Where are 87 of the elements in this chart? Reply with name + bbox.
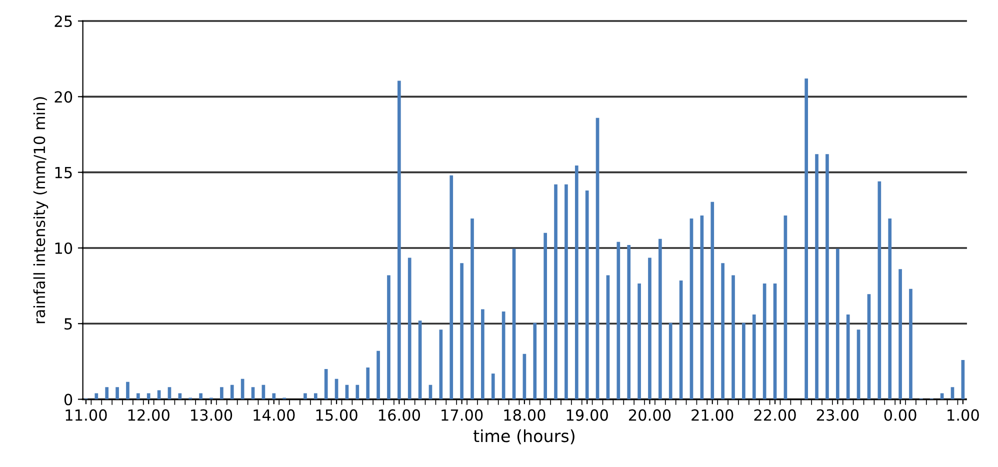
bar xyxy=(366,368,370,400)
bar xyxy=(230,384,234,400)
x-axis-title: time (hours) xyxy=(473,429,574,444)
bar xyxy=(460,263,464,400)
bar xyxy=(878,181,882,400)
x-tick-label: 19.00 xyxy=(566,409,608,421)
x-tick-label: 0.00 xyxy=(884,409,916,421)
bar xyxy=(804,78,808,400)
bar xyxy=(585,190,589,400)
y-tick-label: 10 xyxy=(55,242,72,254)
bar xyxy=(762,284,766,400)
bar xyxy=(710,202,714,400)
bar xyxy=(627,244,631,400)
bar xyxy=(732,275,735,400)
bar xyxy=(356,384,360,400)
bar xyxy=(450,175,454,400)
x-tick-label: 22.00 xyxy=(754,409,796,421)
bar xyxy=(387,275,390,400)
x-tick-label: 18.00 xyxy=(504,409,546,421)
bar xyxy=(544,232,547,400)
bar xyxy=(470,218,474,400)
bar xyxy=(136,393,140,400)
x-tick-label: 21.00 xyxy=(692,409,734,421)
bar xyxy=(856,330,860,400)
x-tick-label: 16.00 xyxy=(378,409,420,421)
bar xyxy=(668,322,672,400)
x-tick-label: 13.00 xyxy=(191,409,232,421)
y-tick-label: 5 xyxy=(64,318,72,330)
bar xyxy=(554,184,558,400)
bar xyxy=(564,184,568,400)
bar xyxy=(784,215,788,400)
x-tick-label: 14.00 xyxy=(254,409,295,421)
bar xyxy=(220,387,224,400)
x-tick-label: 20.00 xyxy=(628,409,671,421)
y-tick-label: 15 xyxy=(55,166,72,178)
bar xyxy=(742,322,746,400)
bar xyxy=(752,314,756,400)
bar xyxy=(700,215,704,400)
x-tick-label: 11.00 xyxy=(66,409,107,421)
y-tick-label: 20 xyxy=(54,91,72,103)
bar xyxy=(638,284,641,400)
bar xyxy=(439,330,443,400)
bar xyxy=(888,218,892,400)
bar xyxy=(512,248,516,400)
bar xyxy=(418,320,422,400)
y-tick-label: 25 xyxy=(54,15,72,28)
x-tick-label: 1.00 xyxy=(948,409,979,421)
bar xyxy=(658,238,662,400)
x-tick-label: 12.00 xyxy=(128,409,170,421)
bar xyxy=(94,393,98,400)
x-tick-label: 15.00 xyxy=(316,409,358,421)
x-tick-label: 23.00 xyxy=(816,409,859,421)
bar xyxy=(690,218,694,400)
bar xyxy=(502,312,506,400)
bar xyxy=(491,374,495,400)
bar xyxy=(648,258,652,400)
bar xyxy=(826,154,829,400)
bar xyxy=(721,263,724,400)
bar xyxy=(199,393,202,400)
bar xyxy=(272,393,276,400)
bar xyxy=(304,393,307,400)
bar xyxy=(909,288,912,400)
bar xyxy=(606,275,610,400)
bar xyxy=(679,280,683,400)
bar xyxy=(846,314,850,400)
bar xyxy=(836,248,840,400)
bar xyxy=(314,393,318,400)
bar xyxy=(116,387,119,400)
bar xyxy=(867,294,871,400)
bar xyxy=(126,382,130,400)
bar xyxy=(324,369,328,400)
bar xyxy=(408,258,412,400)
y-tick-label: 0 xyxy=(64,394,72,406)
bar xyxy=(898,269,902,400)
bar xyxy=(596,118,600,400)
bar xyxy=(815,154,818,400)
bar xyxy=(773,284,777,400)
bar xyxy=(398,80,401,400)
bar xyxy=(533,322,537,400)
bar xyxy=(376,350,380,400)
bar xyxy=(481,309,484,400)
x-tick-label: 17.00 xyxy=(442,409,483,421)
bar xyxy=(616,242,620,400)
y-axis-title: rainfall intensity (mm/10 min) xyxy=(33,97,48,324)
bar xyxy=(105,387,109,400)
bar xyxy=(574,166,578,400)
bar xyxy=(146,393,150,400)
